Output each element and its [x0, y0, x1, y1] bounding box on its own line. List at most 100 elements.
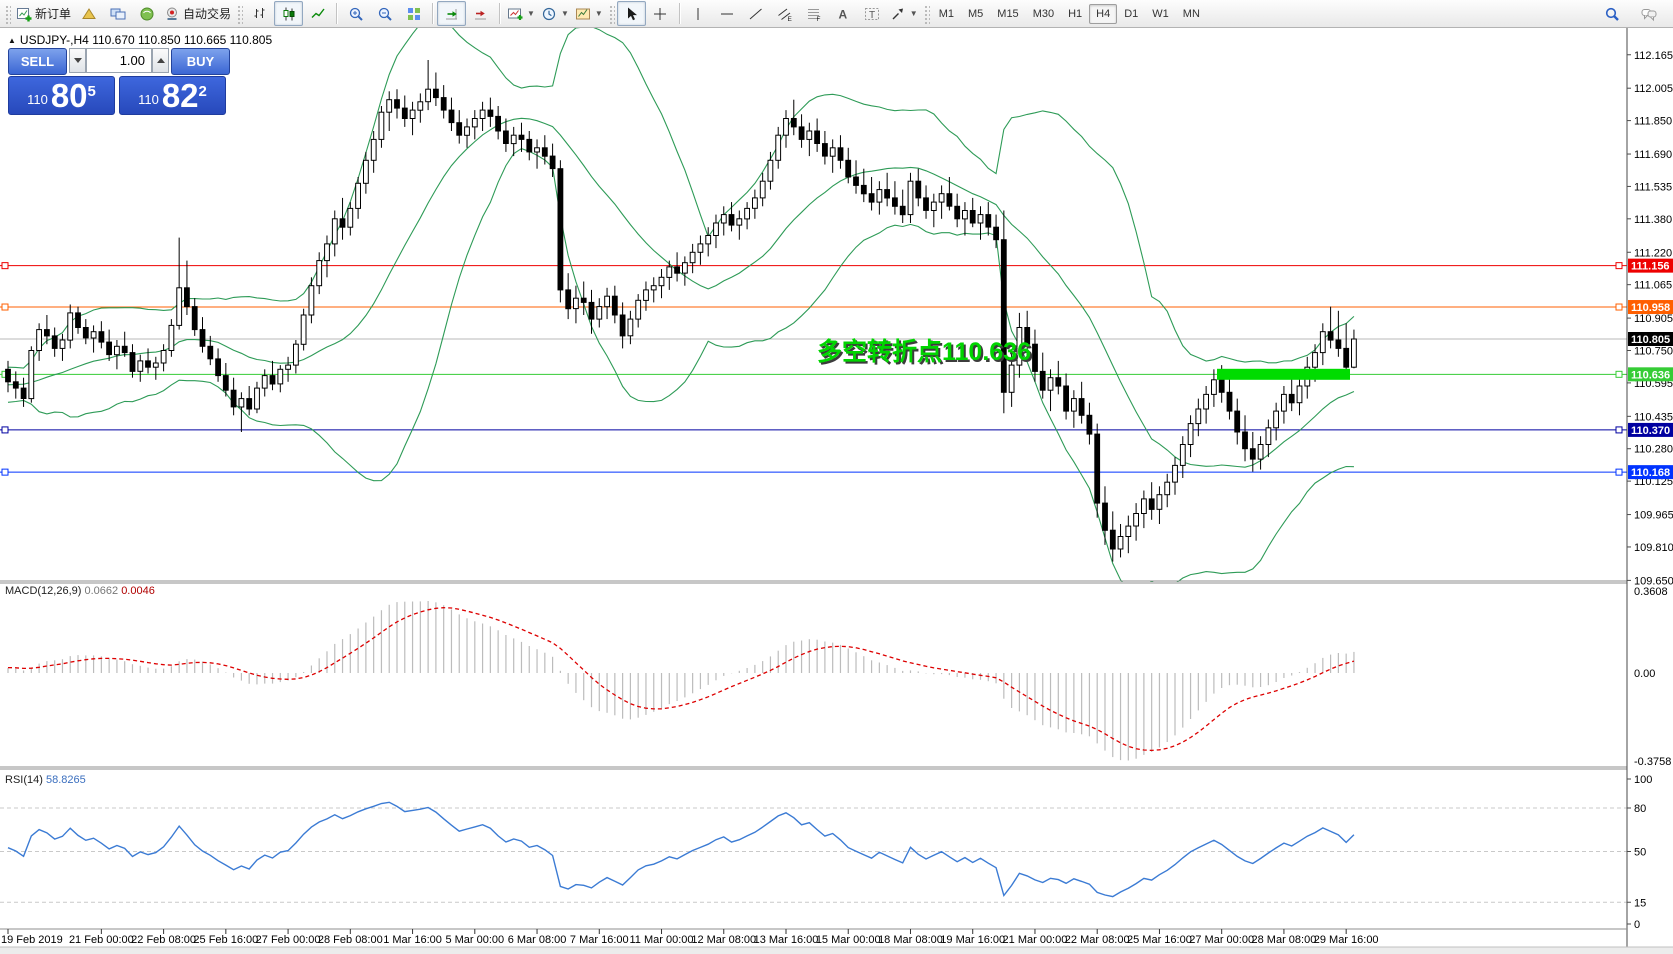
candle: [75, 312, 81, 328]
chat-button[interactable]: [1634, 1, 1663, 26]
collapse-triangle-icon[interactable]: ▲: [8, 36, 16, 45]
line-handle[interactable]: [1, 303, 9, 311]
line-handle[interactable]: [1, 468, 9, 476]
candle: [1218, 379, 1225, 393]
channel-icon: E: [778, 8, 793, 22]
auto-scroll-button[interactable]: [437, 1, 467, 26]
timeframe-h1-button[interactable]: H1: [1068, 7, 1083, 20]
timeframe-m1-button[interactable]: M1: [938, 7, 954, 20]
timeframe-mn-button[interactable]: MN: [1182, 7, 1200, 20]
zoom-in-button[interactable]: [341, 1, 370, 26]
market-watch-button[interactable]: [132, 1, 161, 26]
line-handle[interactable]: [1, 426, 9, 434]
line-handle[interactable]: [1615, 262, 1623, 270]
timeframe-m5-button[interactable]: M5: [968, 7, 984, 20]
crosshair-button[interactable]: [646, 1, 675, 26]
price-tag-value: 111.156: [1631, 261, 1670, 273]
dropdown-arrow-icon[interactable]: ▼: [560, 9, 569, 18]
hline-110.168[interactable]: [0, 468, 1627, 476]
dropdown-arrow-icon[interactable]: ▼: [594, 9, 603, 18]
price-axis[interactable]: [1627, 28, 1673, 954]
candle: [90, 331, 97, 339]
auto-trading-button[interactable]: 自动交易: [161, 1, 234, 26]
timeframe-w1-button[interactable]: W1: [1152, 7, 1169, 20]
text-label-button[interactable]: T: [858, 1, 887, 26]
cursor-button[interactable]: [616, 1, 646, 26]
rsi-axis-label: 80: [1634, 803, 1646, 815]
buy-button[interactable]: BUY: [171, 48, 230, 75]
bar-chart-button[interactable]: [245, 1, 274, 26]
candle: [269, 375, 276, 385]
template-button[interactable]: ▼: [572, 1, 606, 26]
candle: [1148, 498, 1155, 510]
time-axis-label: 13 Mar 16:00: [754, 934, 819, 946]
candle: [495, 115, 502, 132]
one-click-trading-panel: SELL 1.00 BUY 110 80 5 110 82 2: [8, 48, 230, 115]
line-handle[interactable]: [1615, 303, 1623, 311]
candle: [1335, 339, 1342, 349]
candle: [993, 226, 1000, 241]
new-order-button[interactable]: 新订单: [13, 1, 74, 26]
timeframe-m30-button[interactable]: M30: [1032, 7, 1055, 20]
text-button[interactable]: A: [829, 1, 858, 26]
toolbar-grip[interactable]: [4, 3, 11, 24]
thick-trend-line[interactable]: [1217, 368, 1350, 380]
toolbar-grip[interactable]: [922, 3, 930, 24]
timeframe-d1-button[interactable]: D1: [1124, 7, 1139, 20]
profiles-button[interactable]: [74, 1, 103, 26]
candle: [666, 266, 673, 278]
volume-increase-button[interactable]: [152, 48, 169, 73]
periods-button[interactable]: ▼: [538, 1, 572, 26]
candle: [775, 134, 782, 161]
line-handle[interactable]: [1615, 370, 1623, 378]
hline-110.636[interactable]: [0, 370, 1627, 378]
annotation-text[interactable]: 多空转折点110.636: [817, 337, 1031, 366]
svg-text:T: T: [869, 10, 875, 21]
candle: [409, 109, 416, 119]
toolbar-grip[interactable]: [236, 3, 244, 24]
add-indicator-button[interactable]: ▼: [504, 1, 538, 26]
toolbar-grip[interactable]: [607, 3, 615, 24]
line-handle[interactable]: [1615, 468, 1623, 476]
fibonacci-button[interactable]: F: [800, 1, 829, 26]
timeframe-h4-button[interactable]: H4: [1089, 3, 1118, 24]
search-button[interactable]: [1597, 1, 1626, 26]
main-toolbar: 新订单 自动交易 ▼ ▼ ▼ E F A T ▼ M1 M5 M15 M30 H1 H4 D1 W1 MN: [0, 0, 1673, 28]
tile-windows-button[interactable]: [399, 1, 428, 26]
hline-111.156[interactable]: [0, 262, 1627, 270]
timeframe-m15-button[interactable]: M15: [997, 7, 1019, 20]
zoom-out-button[interactable]: [370, 1, 399, 26]
trendline-icon: [749, 8, 763, 19]
dropdown-arrow-icon[interactable]: ▼: [527, 9, 535, 18]
charts-button[interactable]: [103, 1, 132, 26]
candle: [1055, 377, 1062, 387]
hline-110.370[interactable]: [0, 426, 1627, 434]
candle-chart-button[interactable]: [274, 1, 304, 26]
time-axis-label: 19 Mar 16:00: [940, 934, 1005, 946]
candle: [946, 193, 953, 207]
volume-input[interactable]: 1.00: [86, 48, 152, 73]
dropdown-arrow-icon[interactable]: ▼: [909, 9, 918, 18]
ohlc-values: 110.670 110.850 110.665 110.805: [92, 33, 273, 47]
volume-decrease-button[interactable]: [69, 48, 86, 73]
price-axis-label: 111.220: [1634, 247, 1672, 259]
candle: [907, 180, 914, 216]
chart-shift-button[interactable]: [466, 1, 495, 26]
buy-price-button[interactable]: 110 82 2: [119, 76, 226, 115]
sell-button[interactable]: SELL: [8, 48, 67, 75]
candle: [184, 287, 190, 308]
candle: [588, 301, 595, 320]
channel-button[interactable]: E: [771, 1, 800, 26]
line-handle[interactable]: [1615, 426, 1623, 434]
hline-110.958[interactable]: [0, 303, 1627, 311]
line-handle[interactable]: [1, 262, 9, 270]
vertical-line-button[interactable]: [684, 1, 713, 26]
candle: [720, 214, 727, 224]
sell-price-button[interactable]: 110 80 5: [8, 76, 115, 115]
line-chart-button[interactable]: [303, 1, 332, 26]
candle: [806, 130, 813, 140]
arrows-button[interactable]: ▼: [887, 1, 921, 26]
horizontal-line-button[interactable]: [713, 1, 742, 26]
trendline-button[interactable]: [742, 1, 771, 26]
